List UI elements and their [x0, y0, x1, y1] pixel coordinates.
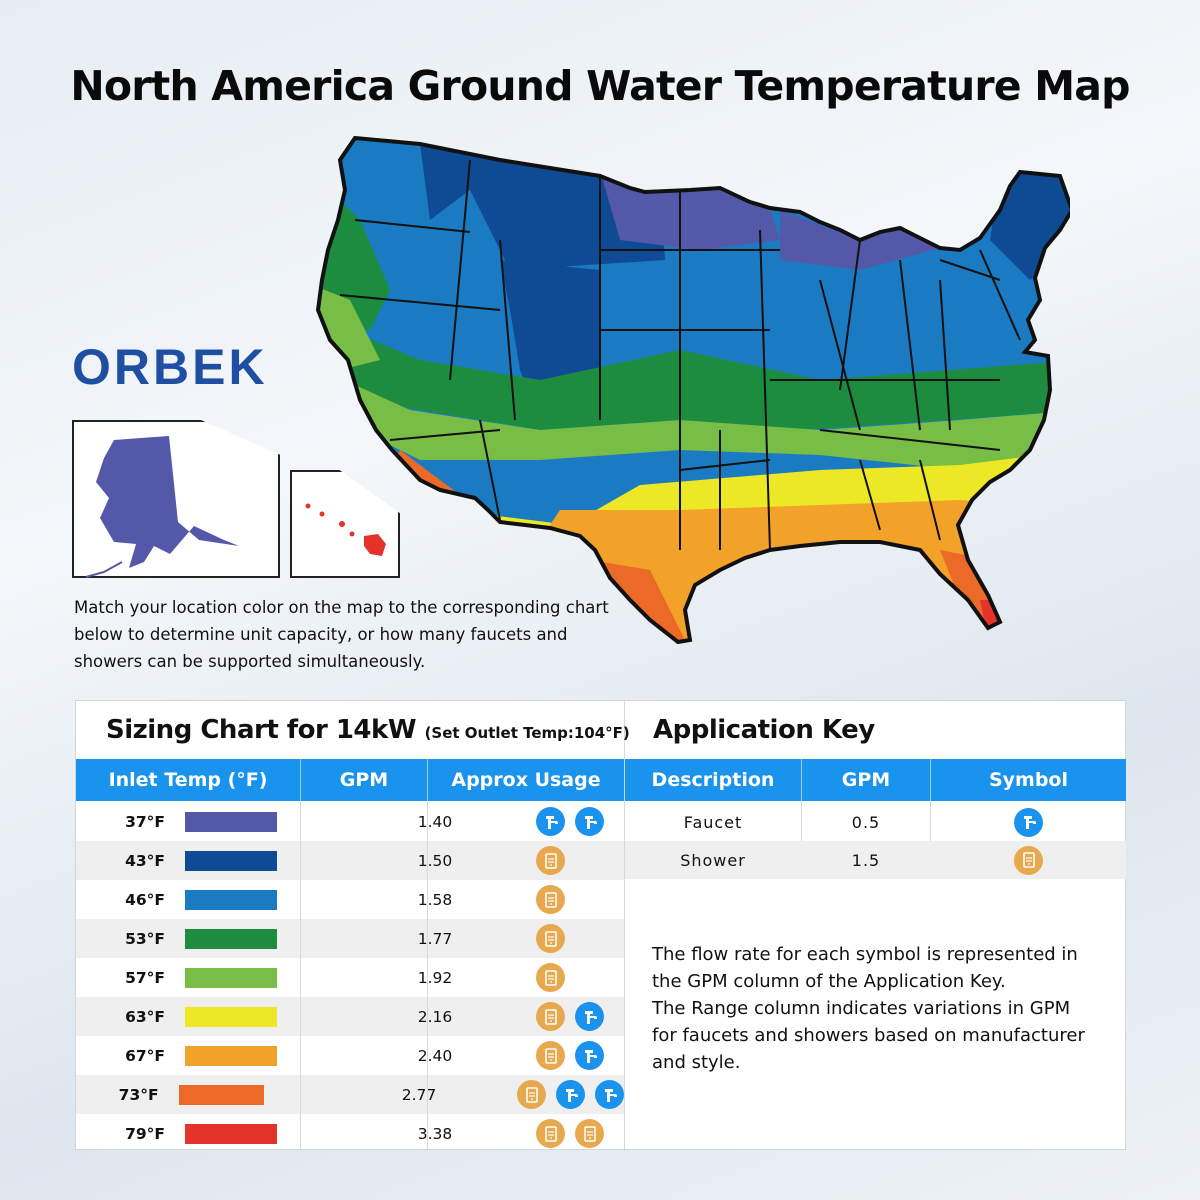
- gpm-value: 1.92: [417, 968, 453, 987]
- col-symbol: Symbol: [988, 769, 1069, 791]
- us-ground-water-map: [316, 136, 1070, 644]
- inlet-temp: 57°F: [125, 968, 165, 987]
- approx-usage: [536, 807, 604, 836]
- gpm-value: 2.40: [417, 1046, 453, 1065]
- gpm-value: 2.77: [401, 1085, 437, 1104]
- faucet-icon: [575, 807, 604, 836]
- sizing-row: 79°F 3.38: [76, 1114, 624, 1153]
- temp-color-swatch: [185, 1045, 277, 1066]
- temp-color-swatch: [185, 1006, 277, 1027]
- inlet-temp: 79°F: [125, 1124, 165, 1143]
- alaska-inset: [72, 420, 280, 578]
- approx-usage: [517, 1080, 625, 1109]
- sizing-row: 67°F 2.40: [76, 1036, 624, 1075]
- app-key-row: Faucet 0.5: [625, 803, 1126, 841]
- col-approx-usage: Approx Usage: [451, 769, 601, 791]
- page-title: North America Ground Water Temperature M…: [70, 62, 1130, 110]
- temp-color-swatch: [185, 811, 277, 832]
- charts-panel: Sizing Chart for 14kW (Set Outlet Temp:1…: [75, 700, 1126, 1153]
- key-symbol: [931, 845, 1126, 875]
- inlet-temp: 46°F: [125, 890, 165, 909]
- inlet-temp: 37°F: [125, 812, 165, 831]
- shower-icon: [517, 1080, 547, 1109]
- sizing-row: 63°F 2.16: [76, 997, 624, 1036]
- approx-usage: [536, 1119, 604, 1148]
- brand-logo: ORBEK: [72, 339, 268, 395]
- sizing-chart-title-text: Sizing Chart for 14kW: [106, 715, 417, 745]
- shower-icon: [536, 1119, 565, 1148]
- sizing-row: 53°F 1.77: [76, 919, 624, 958]
- col-divider: [801, 801, 802, 879]
- instruction-text: Match your location color on the map to …: [74, 598, 609, 671]
- col-key-gpm: GPM: [841, 769, 891, 791]
- app-key-row: Shower 1.5: [625, 841, 1126, 879]
- app-key-title: Application Key: [653, 715, 875, 745]
- key-description: Shower: [680, 850, 746, 870]
- sizing-row: 57°F 1.92: [76, 958, 624, 997]
- faucet-icon: [595, 1080, 625, 1109]
- col-divider: [300, 801, 301, 1151]
- key-gpm: 0.5: [851, 812, 881, 832]
- sizing-row: 43°F 1.50: [76, 841, 624, 880]
- shower-icon: [575, 1119, 604, 1148]
- shower-icon: [536, 1002, 565, 1031]
- col-description: Description: [651, 769, 775, 791]
- temp-color-swatch: [185, 850, 277, 871]
- inlet-temp: 43°F: [125, 851, 165, 870]
- gpm-value: 2.16: [417, 1007, 453, 1026]
- approx-usage: [536, 885, 565, 914]
- sizing-row: 37°F 1.40: [76, 802, 624, 841]
- shower-icon: [536, 924, 565, 953]
- gpm-value: 1.40: [417, 812, 453, 831]
- approx-usage: [536, 1041, 604, 1070]
- temp-color-swatch: [185, 889, 277, 910]
- explanation-line: and style.: [652, 1052, 741, 1073]
- col-inlet-temp: Inlet Temp (°F): [108, 769, 268, 791]
- approx-usage: [536, 846, 565, 875]
- gpm-value: 1.77: [417, 929, 453, 948]
- approx-usage: [536, 963, 565, 992]
- inlet-temp: 53°F: [125, 929, 165, 948]
- explanation-line: The flow rate for each symbol is represe…: [652, 944, 1078, 965]
- gpm-value: 1.50: [417, 851, 453, 870]
- shower-icon: [1014, 845, 1043, 875]
- faucet-icon: [536, 807, 565, 836]
- approx-usage: [536, 924, 565, 953]
- sizing-row: 46°F 1.58: [76, 880, 624, 919]
- col-gpm: GPM: [339, 769, 389, 791]
- key-gpm: 1.5: [851, 850, 881, 870]
- faucet-icon: [1014, 807, 1043, 837]
- temp-color-swatch: [185, 1123, 277, 1144]
- faucet-icon: [575, 1002, 604, 1031]
- approx-usage: [536, 1002, 604, 1031]
- sizing-chart-subtitle: (Set Outlet Temp:104°F): [424, 724, 630, 742]
- temp-color-swatch: [185, 928, 277, 949]
- explanation-line: for faucets and showers based on manufac…: [652, 1025, 1085, 1046]
- faucet-icon: [556, 1080, 586, 1109]
- key-symbol: [931, 807, 1126, 837]
- explanation-line: the GPM column of the Application Key.: [652, 971, 1006, 992]
- key-description: Faucet: [683, 812, 743, 832]
- col-divider: [427, 801, 428, 1151]
- explanation-line: The Range column indicates variations in…: [652, 998, 1071, 1019]
- sizing-table-header: Inlet Temp (°F) GPM Approx Usage: [76, 759, 624, 801]
- temp-color-swatch: [178, 1084, 264, 1105]
- inlet-temp: 67°F: [125, 1046, 165, 1065]
- shower-icon: [536, 885, 565, 914]
- sizing-chart-title: Sizing Chart for 14kW (Set Outlet Temp:1…: [106, 715, 630, 745]
- panel-divider: [624, 701, 625, 1151]
- temp-color-swatch: [185, 967, 277, 988]
- inlet-temp: 73°F: [118, 1085, 159, 1104]
- shower-icon: [536, 963, 565, 992]
- faucet-icon: [575, 1041, 604, 1070]
- gpm-value: 1.58: [417, 890, 453, 909]
- shower-icon: [536, 846, 565, 875]
- app-key-header: Description GPM Symbol: [625, 759, 1126, 801]
- app-key-explanation: The flow rate for each symbol is represe…: [652, 941, 1122, 1076]
- gpm-value: 3.38: [417, 1124, 453, 1143]
- shower-icon: [536, 1041, 565, 1070]
- sizing-row: 73°F 2.77: [76, 1075, 625, 1114]
- inlet-temp: 63°F: [125, 1007, 165, 1026]
- col-divider: [930, 801, 931, 879]
